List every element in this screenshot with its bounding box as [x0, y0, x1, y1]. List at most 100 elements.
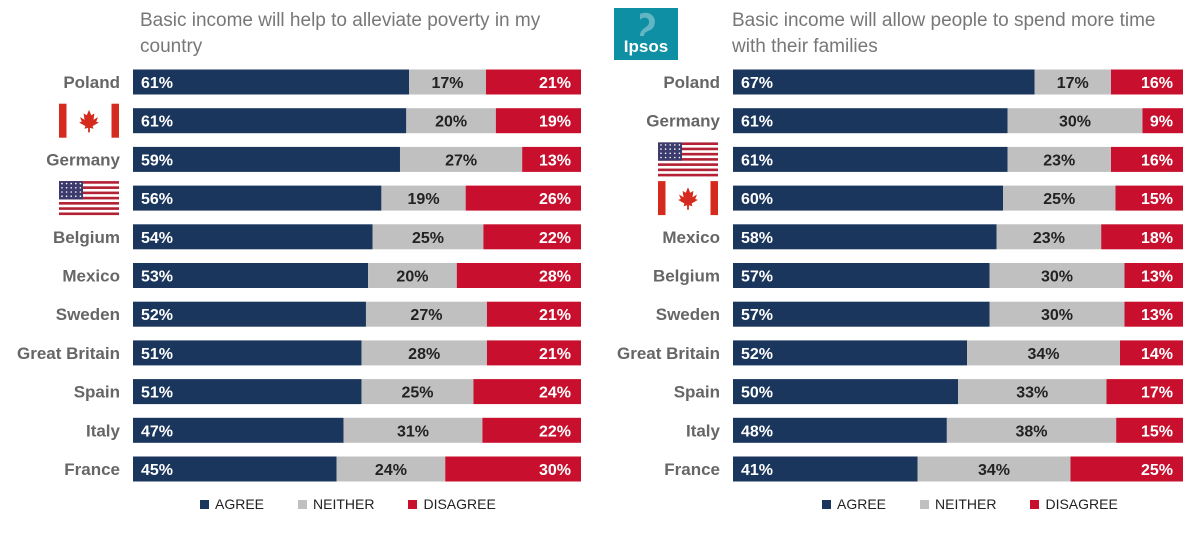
chart-title: Basic income will allow people to spend … — [732, 10, 1156, 57]
chart-legend: AGREE NEITHER DISAGREE — [822, 496, 1152, 512]
usa-flag-icon — [59, 181, 119, 216]
bar-segment-disagree — [1106, 379, 1183, 405]
bar-segment-agree — [733, 69, 1035, 95]
bar-segment-agree — [133, 185, 382, 211]
legend-swatch-agree — [200, 499, 209, 509]
data-label-disagree: 22% — [539, 423, 571, 440]
logo-background — [614, 8, 678, 60]
stacked-bar-chart: Poland 61% 17% 21% 61% 20% 19% Germany 59% 27% 13%… — [17, 69, 581, 482]
bar-row-canada: 60% 25% 15% — [658, 181, 1183, 216]
bar-segment-disagree — [465, 185, 581, 211]
bar-segment-agree — [733, 146, 1008, 172]
data-label-agree: 60% — [741, 191, 773, 208]
bar-segment-agree — [133, 108, 407, 134]
data-label-disagree: 15% — [1141, 423, 1173, 440]
bar-row-sweden: Sweden 57% 30% 13% — [656, 301, 1183, 327]
data-label-agree: 59% — [141, 152, 173, 169]
bar-row-belgium: Belgium 54% 25% 22% — [53, 224, 581, 250]
legend-item-neither: NEITHER — [298, 496, 374, 512]
data-label-neither: 25% — [412, 230, 444, 247]
bar-segment-neither — [399, 146, 523, 172]
bar-segment-neither — [343, 417, 483, 443]
data-label-neither: 20% — [435, 114, 467, 131]
data-label-neither: 30% — [1059, 114, 1091, 131]
bar-row-poland: Poland 61% 17% 21% — [63, 69, 581, 95]
bar-segment-neither — [1034, 69, 1111, 95]
bar-segment-neither — [989, 301, 1125, 327]
bar-segment-disagree — [1124, 263, 1183, 288]
bar-segment-disagree — [483, 224, 581, 250]
data-label-agree: 61% — [141, 114, 173, 131]
data-label-disagree: 21% — [539, 307, 571, 324]
data-label-agree: 61% — [741, 152, 773, 169]
data-label-neither: 27% — [445, 152, 477, 169]
bar-row-spain: Spain 51% 25% 24% — [74, 379, 581, 405]
bar-row-united-states: 61% 23% 16% — [658, 142, 1183, 177]
category-label: Sweden — [656, 305, 720, 324]
bar-segment-agree — [733, 456, 918, 482]
data-label-agree: 48% — [741, 423, 773, 440]
bar-segment-agree — [133, 417, 344, 443]
data-label-neither: 28% — [408, 346, 440, 363]
data-label-neither: 23% — [1033, 230, 1065, 247]
bar-segment-agree — [733, 108, 1008, 134]
legend-item-disagree: DISAGREE — [1030, 496, 1118, 512]
logo-text: Ipsos — [624, 37, 668, 56]
bar-segment-disagree — [445, 456, 581, 482]
logo-emblem-icon — [640, 12, 655, 36]
bar-row-mexico: Mexico 53% 20% 28% — [62, 263, 581, 288]
canada-flag-icon — [59, 103, 119, 138]
category-label: Sweden — [56, 305, 120, 324]
data-label-agree: 45% — [141, 462, 173, 479]
bar-segment-neither — [381, 185, 466, 211]
bar-row-sweden: Sweden 52% 27% 21% — [56, 301, 581, 327]
data-label-disagree: 30% — [539, 462, 571, 479]
bar-row-belgium: Belgium 57% 30% 13% — [653, 263, 1183, 288]
data-label-agree: 52% — [741, 346, 773, 363]
category-label: Poland — [63, 73, 120, 92]
ipsos-logo: Ipsos — [614, 8, 678, 60]
bar-segment-agree — [733, 185, 1003, 211]
legend-label-disagree: DISAGREE — [1045, 496, 1118, 512]
data-label-agree: 57% — [741, 269, 773, 286]
bar-segment-agree — [733, 301, 990, 327]
bar-row-great-britain: Great Britain 51% 28% 21% — [17, 340, 581, 366]
data-label-disagree: 19% — [539, 114, 571, 131]
bar-segment-disagree — [486, 301, 581, 327]
bar-segment-neither — [1007, 108, 1143, 134]
bar-segment-neither — [967, 340, 1120, 366]
data-label-neither: 23% — [1043, 152, 1075, 169]
data-label-neither: 25% — [401, 385, 433, 402]
data-label-disagree: 21% — [539, 75, 571, 92]
bar-row-great-britain: Great Britain 52% 34% 14% — [617, 340, 1183, 366]
bar-segment-neither — [917, 456, 1071, 482]
data-label-neither: 30% — [1041, 269, 1073, 286]
bar-segment-agree — [733, 224, 997, 250]
data-label-disagree: 16% — [1141, 75, 1173, 92]
bar-row-italy: Italy 47% 31% 22% — [86, 417, 581, 443]
bar-segment-agree — [133, 224, 373, 250]
bar-segment-neither — [989, 263, 1125, 288]
data-label-agree: 58% — [741, 230, 773, 247]
bar-segment-agree — [133, 379, 362, 405]
data-label-agree: 51% — [141, 346, 173, 363]
category-label: Great Britain — [17, 344, 120, 363]
chart-title: Basic income will help to alleviate pove… — [140, 10, 541, 57]
data-label-agree: 54% — [141, 230, 173, 247]
data-label-disagree: 13% — [539, 152, 571, 169]
bar-segment-disagree — [456, 263, 581, 288]
bar-segment-neither — [361, 379, 474, 405]
bar-segment-neither — [336, 456, 446, 482]
bar-segment-neither — [409, 69, 486, 95]
bar-segment-agree — [133, 340, 362, 366]
data-label-neither: 31% — [397, 423, 429, 440]
data-label-agree: 52% — [141, 307, 173, 324]
legend-item-agree: AGREE — [200, 496, 264, 512]
bar-segment-neither — [996, 224, 1102, 250]
bar-segment-disagree — [1070, 456, 1183, 482]
data-label-neither: 30% — [1041, 307, 1073, 324]
bar-segment-neither — [406, 108, 496, 134]
chart-panel-left: Basic income will help to alleviate pove… — [17, 10, 581, 512]
legend-item-agree: AGREE — [822, 496, 886, 512]
data-label-neither: 17% — [431, 75, 463, 92]
